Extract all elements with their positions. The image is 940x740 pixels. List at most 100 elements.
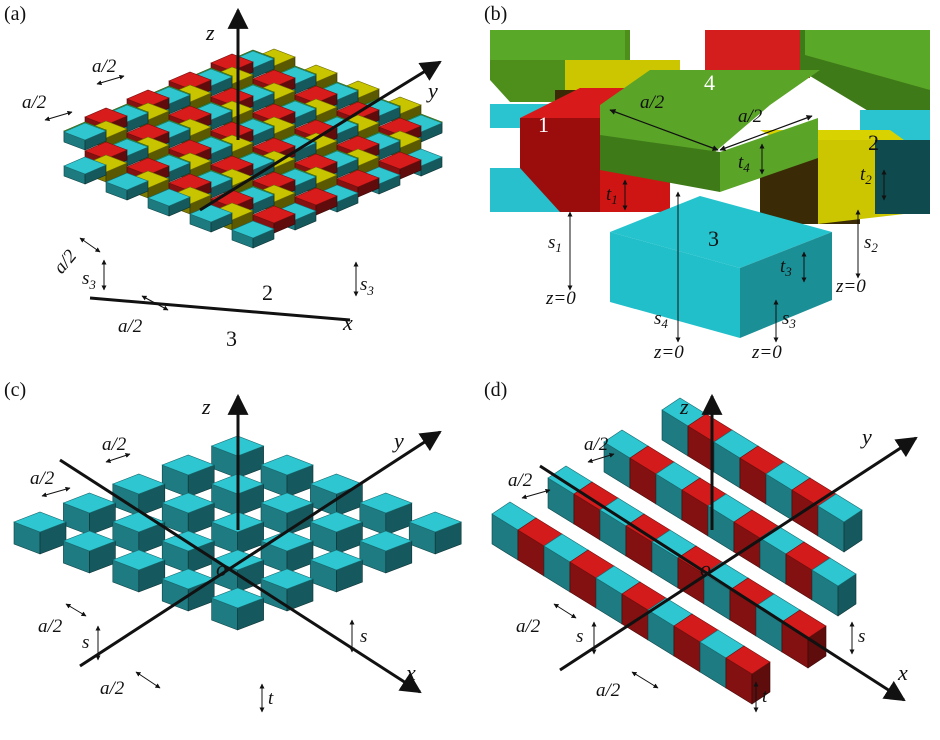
panel-a-x-axis — [89, 296, 351, 322]
panel-c-y-axis — [79, 430, 442, 668]
panel-b-block-3-top — [610, 196, 832, 268]
panel-a-half-a-label: a/2 — [92, 56, 117, 77]
panel-c-cube-4-3-top — [358, 530, 413, 552]
panel-c-half-a-1-arrow — [105, 453, 131, 463]
panel-a-block-4-1-top — [126, 157, 170, 176]
panel-b-s4-label: s4 — [654, 308, 668, 331]
panel-a-block-4-3-top — [168, 139, 212, 158]
panel-b-t4-label: t4 — [738, 152, 750, 175]
panel-c-x-label: x — [405, 660, 416, 685]
panel-b-a2-arrow — [719, 115, 813, 151]
panel-b-block-3-number: 3 — [708, 226, 719, 251]
panel-a-block-2-7-top — [210, 87, 254, 106]
panel-c-cube-1-2-top — [161, 492, 216, 514]
panel-a-block-10-3-top — [294, 187, 338, 206]
panel-d-t-label: t — [762, 686, 768, 707]
panel-b-block-1-front — [520, 118, 600, 212]
panel-a-block-6-1-top — [168, 173, 212, 192]
panel-b-bg-red-top — [705, 30, 810, 78]
panel-a-s3-right-label: s3 — [360, 274, 374, 298]
panel-d-y-axis — [559, 436, 918, 672]
panel-b-z0-3: z=0 — [751, 342, 782, 363]
panel-d: (d) z y x o a/2 a/2 a/2 a/2 s s t — [484, 379, 918, 713]
panel-d-half-a-3: a/2 — [516, 616, 541, 637]
panel-b-bg-green-left-top — [490, 30, 625, 60]
panel-c-label: (c) — [4, 379, 26, 401]
panel-a-overlap-arrow — [79, 237, 101, 253]
panel-b-t3-label: t3 — [780, 256, 792, 279]
panel-a-block-4-0-top — [105, 172, 149, 191]
panel-d-cell-0-9-top — [725, 645, 771, 675]
panel-a-half-left-arrow — [44, 110, 73, 122]
panel-a-block-10-5-top — [336, 169, 380, 188]
panel-a-bottom-half-a-arrow — [141, 295, 169, 311]
panel-a-bottom-half-a: a/2 — [118, 316, 143, 337]
panel-a-block-4-label: 4 — [224, 276, 235, 301]
panel-a-block-10-0-top — [231, 220, 275, 239]
panel-b-bg-green-right-top — [805, 30, 930, 90]
panel-b-block-3-front — [610, 232, 740, 338]
panel-c-cube-0-2-top — [111, 473, 166, 495]
panel-d-diag-axis — [539, 464, 906, 702]
panel-a-block-6-5-top — [252, 137, 296, 156]
panel-d-s-right-label: s — [858, 626, 865, 647]
panel-b-block-2-dark-right — [875, 140, 930, 214]
panel-a-block-8-3-top — [252, 171, 296, 190]
panel-b-s1-label: s1 — [548, 232, 562, 255]
panel-c-cube-1-0-top — [62, 530, 117, 552]
panel-a-block-0-5-top — [126, 89, 170, 108]
panel-d-y-label: y — [860, 424, 872, 449]
panel-a-block-8-9-top — [378, 117, 422, 136]
panel-b-z0-2: z=0 — [835, 276, 866, 297]
panel-a-block-4-9-top — [294, 85, 338, 104]
panel-c-cube-3-3-top — [309, 511, 364, 533]
panel-c-o-label: o — [216, 556, 227, 581]
panel-a-z-label: z — [205, 20, 215, 45]
panel-c-diag-axis — [59, 458, 422, 694]
panel-a-y-axis — [199, 60, 442, 212]
panel-a-blocks — [63, 48, 443, 249]
panel-c-z-label: z — [201, 394, 211, 419]
panel-b-t2-label: t2 — [860, 164, 872, 187]
panel-b: (b) 1 4 2 3 a/2 — [484, 3, 930, 363]
panel-d-half-a-1-arrow — [587, 452, 615, 464]
panel-b-z0-4: z=0 — [653, 342, 684, 363]
panel-a-block-4-5-top — [210, 121, 254, 140]
panel-c-cube-0-0-top — [13, 511, 67, 533]
panel-c-cube-4-1-top — [260, 568, 314, 590]
panel-a-half-a-arrow — [96, 74, 125, 86]
panel-c-cube-1-4-top — [260, 454, 314, 476]
panel-d-z-label: z — [679, 394, 689, 419]
panel-c-t-label: t — [268, 688, 274, 709]
panel-a-block-2-3-top — [126, 123, 170, 142]
panel-c-half-a-2: a/2 — [30, 468, 55, 489]
panel-d-half-a-2-arrow — [521, 488, 551, 500]
panel-c-cube-4-4-top — [408, 511, 463, 533]
panel-a-half-left-label: a/2 — [22, 92, 47, 113]
panel-c-half-a-3-arrow — [65, 603, 87, 617]
panel-a-block-0-2-top — [63, 122, 107, 141]
panel-c-half-a-4-arrow — [135, 671, 161, 689]
panel-c: (c) z y x o a/2 a/2 a/2 a/2 s s t — [4, 379, 463, 713]
panel-d-o-label: o — [700, 556, 711, 581]
panel-b-block-3-side — [740, 232, 832, 338]
panel-d-half-a-4: a/2 — [596, 680, 621, 701]
panel-a-block-4-7-top — [252, 103, 296, 122]
panel-b-s2-label: s2 — [864, 232, 878, 255]
panel-c-cube-4-2-top — [309, 549, 364, 571]
panel-b-z0-1: z=0 — [545, 288, 576, 309]
panel-d-blocks — [491, 397, 863, 705]
panel-a-x-label: x — [342, 310, 353, 335]
panel-c-half-a-4: a/2 — [100, 678, 125, 699]
panel-b-block-1-number: 1 — [538, 112, 549, 137]
panel-a-s3-left-label: s3 — [82, 268, 96, 292]
panel-d-label: (d) — [484, 379, 507, 401]
panel-d-s-left-label: s — [576, 626, 583, 647]
panel-c-cube-4-0-top — [210, 587, 265, 609]
panel-a-block-8-7-top — [336, 135, 380, 154]
panel-b-a1-label: a/2 — [640, 92, 665, 113]
panel-b-a1-arrow — [609, 109, 719, 151]
panel-a-overlap-label: a/2 — [49, 246, 81, 278]
panel-d-half-a-4-arrow — [631, 671, 659, 689]
